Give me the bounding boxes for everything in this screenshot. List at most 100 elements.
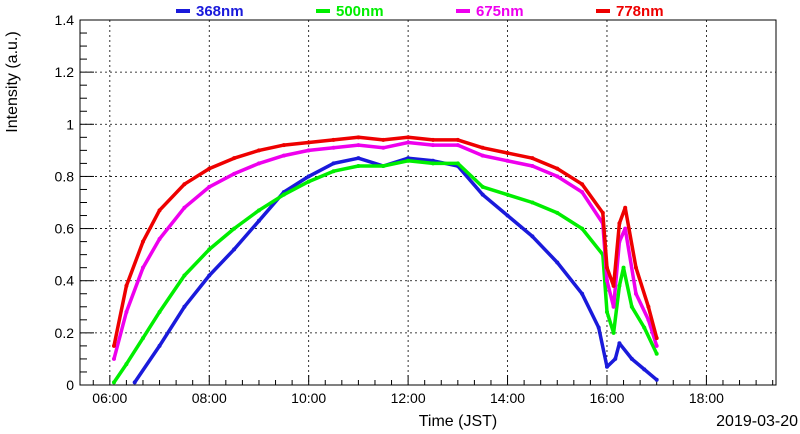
date-label: 2019-03-20 — [716, 413, 798, 430]
data-point — [530, 200, 535, 205]
legend-label: 675nm — [476, 3, 524, 20]
data-point — [530, 164, 535, 168]
data-point — [646, 304, 651, 309]
data-point — [430, 161, 435, 166]
data-point — [281, 143, 286, 148]
data-point — [596, 325, 601, 330]
data-point — [356, 164, 361, 168]
data-point — [406, 140, 411, 145]
data-point — [654, 336, 659, 341]
data-point — [642, 367, 647, 372]
data-point — [646, 317, 651, 322]
data-point — [306, 174, 311, 179]
data-point — [111, 380, 116, 385]
data-point — [480, 145, 485, 150]
data-point — [132, 380, 137, 385]
series-line-675nm — [112, 140, 659, 361]
data-point — [613, 356, 618, 361]
data-point — [111, 356, 116, 361]
data-point — [455, 161, 460, 166]
plot-frame — [79, 19, 777, 386]
data-point — [611, 330, 616, 335]
data-point — [654, 377, 659, 382]
y-tick-label: 1.2 — [55, 64, 75, 80]
data-point — [306, 179, 311, 184]
data-point — [580, 291, 585, 296]
data-point — [232, 171, 237, 176]
y-tick-label: 0.2 — [55, 325, 75, 341]
data-point — [111, 343, 116, 348]
data-point — [480, 192, 485, 197]
data-point — [356, 143, 361, 148]
data-point — [455, 143, 460, 148]
x-tick-label: 12:00 — [391, 390, 426, 406]
data-point — [629, 356, 634, 361]
data-point — [256, 218, 261, 223]
data-point — [157, 310, 162, 314]
data-point — [157, 208, 162, 213]
data-point — [455, 137, 460, 142]
y-tick-label: 0.6 — [55, 221, 75, 237]
data-point — [207, 184, 212, 189]
data-point — [623, 226, 628, 231]
data-point — [232, 247, 237, 252]
data-point — [207, 273, 212, 278]
data-point — [555, 174, 560, 179]
data-point — [140, 239, 145, 244]
series-line-368nm — [132, 156, 659, 385]
data-point — [654, 343, 659, 348]
data-point — [623, 205, 628, 210]
y-tick-label: 1 — [66, 116, 74, 132]
data-point — [505, 213, 510, 218]
data-point — [555, 260, 560, 265]
y-tick-label: 0 — [66, 377, 74, 393]
data-point — [604, 364, 609, 369]
data-point — [306, 140, 311, 145]
data-point — [611, 304, 616, 309]
series-layer — [111, 135, 659, 385]
legend-label: 500nm — [336, 3, 384, 20]
data-point — [530, 234, 535, 239]
series-line-778nm — [112, 135, 659, 348]
data-point — [281, 192, 286, 197]
data-point — [617, 341, 622, 346]
data-point — [530, 156, 535, 161]
data-point — [555, 210, 560, 215]
data-point — [480, 153, 485, 158]
y-tick-label: 1.4 — [55, 12, 75, 28]
axis-ticks: 06:00 08:00 10:00 12:00 14:00 16:00 18:00 0 0.2 0… — [55, 12, 774, 406]
data-point — [331, 145, 336, 150]
data-point — [281, 153, 286, 158]
data-point — [381, 164, 386, 168]
x-axis-label: Time (JST) — [419, 413, 498, 430]
x-tick-label: 10:00 — [291, 390, 326, 406]
data-point — [232, 226, 237, 231]
data-point — [331, 137, 336, 142]
x-tick-label: 16:00 — [589, 390, 624, 406]
data-point — [480, 184, 485, 189]
data-point — [406, 158, 411, 163]
data-point — [611, 283, 616, 288]
data-point — [232, 156, 237, 161]
data-point — [124, 310, 129, 314]
data-point — [633, 291, 638, 296]
legend: 368nm 500nm 675nm 778nm — [176, 3, 664, 20]
data-point — [617, 283, 622, 288]
grid — [80, 20, 776, 385]
data-point — [356, 156, 361, 161]
y-axis-label: Intensity (a.u.) — [4, 31, 21, 132]
x-tick-label: 08:00 — [192, 390, 227, 406]
series-line-500nm — [112, 159, 659, 385]
data-point — [430, 143, 435, 148]
data-point — [430, 137, 435, 142]
data-point — [555, 166, 560, 171]
data-point — [140, 336, 145, 341]
data-point — [306, 148, 311, 153]
data-point — [654, 351, 659, 356]
data-point — [157, 343, 162, 348]
data-point — [182, 205, 187, 210]
data-point — [182, 304, 187, 309]
data-point — [124, 362, 129, 367]
data-point — [331, 169, 336, 174]
